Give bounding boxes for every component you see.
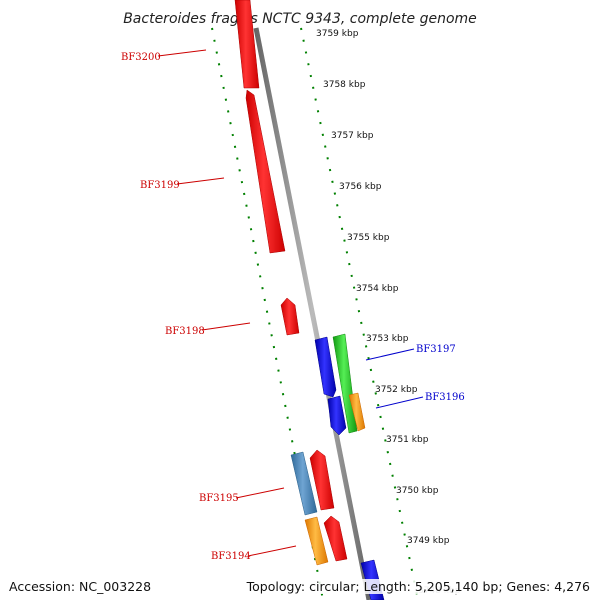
- gene-bf3199[interactable]: [245, 89, 286, 254]
- gene-label-bf3194[interactable]: BF3194: [211, 551, 251, 562]
- tick-label: 3758 kbp: [323, 80, 366, 90]
- connector-bf3199: [176, 177, 225, 185]
- tick-label: 3756 kbp: [339, 182, 382, 192]
- gene-bf3196-blue[interactable]: [327, 395, 347, 436]
- gene-bf3194-orange[interactable]: [304, 516, 329, 566]
- gene-label-bf3199[interactable]: BF3199: [140, 180, 180, 191]
- forward-genes: [234, 0, 348, 562]
- connector-bf3198: [201, 322, 251, 331]
- connector-bf3200: [157, 49, 207, 57]
- tick-label: 3755 kbp: [347, 233, 390, 243]
- tick-label: 3749 kbp: [407, 536, 450, 546]
- gene-label-bf3195[interactable]: BF3195: [199, 493, 239, 504]
- tick-label: 3751 kbp: [386, 435, 429, 445]
- connector-bf3195: [235, 487, 285, 499]
- gene-bf3197-green[interactable]: [332, 333, 358, 434]
- right-track-boundary: [300, 27, 419, 600]
- tick-label: 3757 kbp: [331, 131, 374, 141]
- map-title: Bacteroides fragilis NCTC 9343, complete…: [123, 11, 477, 27]
- gene-label-bf3196[interactable]: BF3196: [425, 392, 465, 403]
- gene-bf3196-orange[interactable]: [348, 392, 366, 432]
- gene-bf3195-red[interactable]: [309, 449, 335, 511]
- gene-label-bf3197[interactable]: BF3197: [416, 344, 456, 355]
- label-connectors: [157, 49, 424, 557]
- gene-label-bf3200[interactable]: BF3200: [121, 52, 161, 63]
- gene-labels: BF3200 BF3199 BF3198 BF3197 BF3196 BF319…: [121, 52, 465, 562]
- tick-labels: 3759 kbp 3758 kbp 3757 kbp 3756 kbp 3755…: [316, 29, 461, 596]
- tick-label: 3750 kbp: [396, 486, 439, 496]
- connector-bf3197: [365, 348, 415, 361]
- tick-label: 3752 kbp: [375, 385, 418, 395]
- tick-label: 3753 kbp: [366, 334, 409, 344]
- connector-bf3196: [375, 396, 424, 409]
- gene-bf3195-steel[interactable]: [290, 451, 318, 516]
- genome-axis: [253, 27, 372, 600]
- tick-label: 3759 kbp: [316, 29, 359, 39]
- tick-label: 3754 kbp: [356, 284, 399, 294]
- genome-summary-text: Topology: circular; Length: 5,205,140 bp…: [246, 579, 590, 594]
- accession-text: Accession: NC_003228: [9, 579, 152, 594]
- gene-bf3198[interactable]: [280, 297, 300, 336]
- gene-bf3197-blue[interactable]: [314, 336, 337, 398]
- gene-label-bf3198[interactable]: BF3198: [165, 326, 205, 337]
- gene-bf3200[interactable]: [234, 0, 260, 89]
- left-track-boundary: [211, 27, 324, 600]
- connector-bf3194: [247, 545, 297, 557]
- gene-bf3194-red[interactable]: [323, 515, 348, 562]
